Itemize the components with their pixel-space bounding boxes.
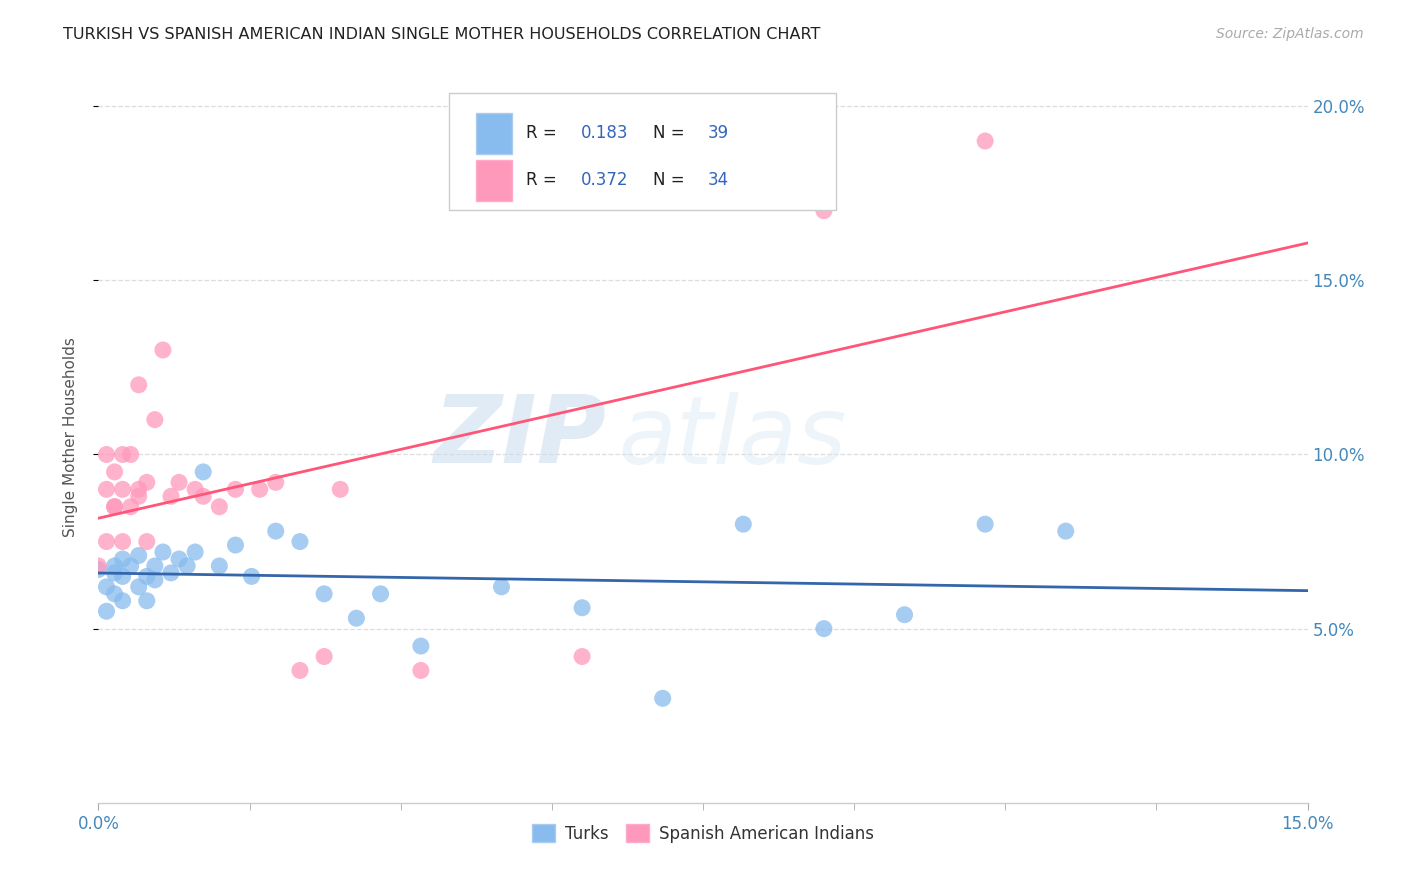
Point (167, 475, 190, 490)
Text: R =: R = (526, 171, 562, 189)
Text: atlas: atlas (619, 392, 846, 483)
FancyBboxPatch shape (449, 94, 837, 211)
Point (193, 465, 215, 479)
Point (111, 569, 134, 583)
Point (87, 562, 110, 576)
Text: TURKISH VS SPANISH AMERICAN INDIAN SINGLE MOTHER HOUSEHOLDS CORRELATION CHART: TURKISH VS SPANISH AMERICAN INDIAN SINGL… (63, 27, 821, 42)
Point (208, 558, 231, 573)
Point (103, 500, 125, 514)
Point (111, 552, 134, 566)
Point (120, 500, 142, 514)
Bar (475, 113, 512, 153)
Text: 0.372: 0.372 (581, 171, 628, 189)
Point (143, 412, 166, 426)
Point (96, 483, 118, 497)
Point (329, 483, 352, 497)
Point (571, 600, 593, 615)
Point (96, 604, 118, 618)
Point (314, 587, 336, 601)
Point (128, 483, 150, 497)
Point (1054, 524, 1077, 538)
Point (733, 517, 755, 532)
Point (120, 448, 142, 462)
Point (409, 639, 432, 653)
Text: N =: N = (654, 124, 690, 143)
Point (160, 489, 183, 503)
Point (96, 448, 118, 462)
Point (135, 475, 157, 490)
Point (128, 377, 150, 392)
Point (87, 558, 110, 573)
Point (103, 587, 125, 601)
Point (176, 558, 198, 573)
Point (120, 558, 142, 573)
Point (264, 475, 287, 490)
Point (135, 594, 157, 608)
Point (491, 580, 513, 594)
Text: 39: 39 (707, 124, 728, 143)
Point (128, 580, 150, 594)
Point (152, 343, 174, 357)
Point (160, 566, 183, 580)
Point (249, 483, 271, 497)
Point (288, 534, 311, 549)
Point (240, 569, 263, 583)
Point (103, 465, 125, 479)
Text: 0.183: 0.183 (581, 124, 628, 143)
Point (288, 664, 311, 678)
Point (264, 524, 287, 538)
Point (143, 558, 166, 573)
Point (103, 558, 125, 573)
Point (224, 538, 246, 552)
Point (893, 607, 915, 622)
Point (193, 489, 215, 503)
Point (813, 622, 835, 636)
Point (96, 580, 118, 594)
Point (152, 545, 174, 559)
Legend: Turks, Spanish American Indians: Turks, Spanish American Indians (526, 818, 880, 849)
Point (224, 483, 246, 497)
Point (974, 517, 997, 532)
Text: ZIP: ZIP (433, 391, 606, 483)
Point (651, 691, 673, 706)
Point (103, 500, 125, 514)
Bar (475, 161, 512, 201)
Point (103, 566, 125, 580)
Text: 34: 34 (707, 171, 728, 189)
Y-axis label: Single Mother Households: Single Mother Households (63, 337, 77, 537)
Point (184, 483, 207, 497)
Point (96, 534, 118, 549)
Point (167, 552, 190, 566)
Point (409, 664, 432, 678)
Point (111, 534, 134, 549)
Point (314, 649, 336, 664)
Point (370, 587, 392, 601)
Point (208, 500, 231, 514)
Point (571, 649, 593, 664)
Text: N =: N = (654, 171, 690, 189)
Point (128, 489, 150, 503)
Point (135, 569, 157, 583)
Point (111, 483, 134, 497)
Point (813, 203, 835, 218)
Text: R =: R = (526, 124, 562, 143)
Text: Source: ZipAtlas.com: Source: ZipAtlas.com (1216, 27, 1364, 41)
Point (143, 573, 166, 587)
Point (184, 545, 207, 559)
Point (111, 448, 134, 462)
Point (128, 549, 150, 563)
Point (111, 594, 134, 608)
Point (135, 534, 157, 549)
Point (344, 611, 367, 625)
Point (974, 134, 997, 148)
